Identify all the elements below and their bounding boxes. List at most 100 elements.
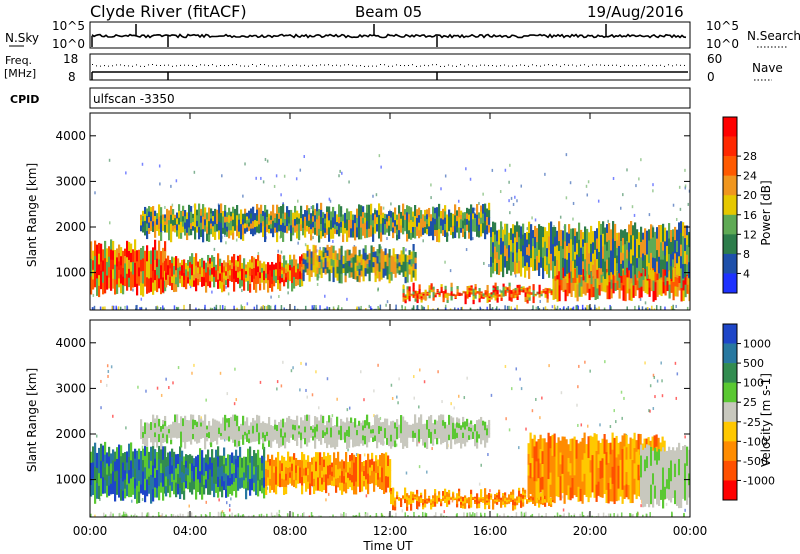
velocity-cell bbox=[370, 433, 373, 438]
nave-dot bbox=[140, 65, 141, 67]
nave-dot bbox=[448, 64, 449, 66]
power-cell bbox=[386, 272, 389, 280]
power-cell bbox=[360, 216, 363, 229]
power-cell bbox=[574, 228, 577, 237]
power-cell bbox=[280, 231, 283, 238]
power-cell bbox=[390, 210, 393, 219]
power-cell bbox=[224, 222, 227, 229]
nave-dot bbox=[124, 65, 125, 67]
power-cell bbox=[480, 294, 483, 296]
velocity-cell bbox=[357, 453, 360, 465]
velocity-cell bbox=[444, 428, 447, 436]
power-cell bbox=[426, 229, 429, 235]
power-speckle bbox=[125, 171, 127, 175]
power-cell bbox=[526, 254, 529, 264]
power-cell bbox=[528, 294, 531, 298]
velocity-cell bbox=[332, 436, 335, 443]
power-cell bbox=[258, 207, 261, 217]
velocity-cell bbox=[313, 471, 316, 480]
power-cell bbox=[576, 284, 579, 302]
power-cell bbox=[404, 225, 407, 232]
power-cell bbox=[396, 224, 399, 231]
power-cell bbox=[680, 256, 683, 269]
power-cell bbox=[550, 293, 553, 296]
power-speckle bbox=[297, 241, 299, 245]
velocity-clutter bbox=[219, 512, 222, 517]
nave-dot bbox=[608, 64, 609, 66]
power-cell bbox=[626, 240, 629, 251]
nave-dot bbox=[216, 65, 217, 67]
velocity-clutter bbox=[165, 514, 167, 517]
velocity-cell bbox=[385, 484, 388, 493]
power-cell bbox=[434, 229, 437, 237]
velocity-cell bbox=[368, 422, 371, 430]
velocity-cell bbox=[418, 429, 421, 436]
power-cell bbox=[528, 255, 531, 268]
power-cell bbox=[114, 279, 117, 295]
power-cell bbox=[254, 213, 257, 221]
velocity-clutter bbox=[503, 513, 505, 517]
power-cell bbox=[173, 257, 176, 267]
power-cell bbox=[606, 259, 609, 269]
power-cell bbox=[142, 216, 145, 222]
power-cell bbox=[632, 255, 635, 267]
power-cell bbox=[420, 298, 423, 301]
velocity-cell bbox=[239, 467, 242, 479]
power-cell bbox=[220, 213, 223, 224]
power-clutter bbox=[92, 307, 94, 310]
power-cell bbox=[514, 237, 517, 251]
power-cell bbox=[334, 268, 337, 278]
power-speckle bbox=[520, 184, 523, 188]
power-cell bbox=[267, 286, 270, 293]
power-cell bbox=[666, 281, 669, 292]
velocity-cell bbox=[251, 478, 254, 491]
power-cell bbox=[322, 247, 325, 253]
velocity-cell bbox=[378, 433, 381, 443]
power-cell bbox=[510, 290, 513, 295]
velocity-cell bbox=[140, 450, 143, 460]
power-cell bbox=[356, 260, 359, 267]
power-cell bbox=[590, 261, 593, 272]
velocity-cell bbox=[164, 421, 167, 427]
velocity-cell bbox=[179, 488, 182, 499]
velocity-cell bbox=[350, 422, 353, 429]
power-cell bbox=[152, 270, 155, 284]
velocity-cell bbox=[170, 432, 173, 437]
velocity-cell bbox=[398, 497, 401, 500]
power-cell bbox=[642, 269, 645, 281]
power-cell bbox=[672, 264, 675, 283]
power-cell bbox=[199, 266, 202, 275]
power-cell bbox=[560, 245, 563, 263]
power-cell bbox=[558, 231, 561, 242]
nave-dot bbox=[268, 65, 269, 67]
power-cell bbox=[374, 269, 377, 277]
power-speckle bbox=[422, 239, 424, 243]
power-cell bbox=[464, 231, 467, 239]
velocity-cell bbox=[179, 477, 182, 489]
power-clutter bbox=[177, 306, 180, 310]
power-cell bbox=[438, 291, 441, 294]
power-cell bbox=[448, 293, 451, 295]
power-cell bbox=[662, 223, 665, 234]
velocity-cell bbox=[214, 436, 217, 441]
power-cell bbox=[412, 244, 415, 252]
power-cell bbox=[574, 282, 577, 298]
nave-dot bbox=[620, 65, 621, 67]
velocity-cell bbox=[374, 420, 377, 426]
power-ytick-label: 3000 bbox=[55, 174, 86, 188]
power-cell bbox=[672, 244, 675, 253]
velocity-cell bbox=[486, 428, 489, 433]
power-clutter bbox=[253, 306, 256, 310]
velocity-cell bbox=[94, 491, 97, 504]
velocity-speckle bbox=[306, 395, 308, 399]
power-cell bbox=[666, 230, 669, 247]
power-cell bbox=[384, 218, 387, 225]
velocity-cell bbox=[146, 463, 149, 480]
power-cell bbox=[314, 221, 317, 229]
velocity-cell bbox=[172, 425, 175, 430]
velocity-clutter bbox=[286, 513, 289, 517]
velocity-cell bbox=[392, 496, 395, 502]
power-cell bbox=[100, 243, 103, 254]
power-cell bbox=[564, 224, 567, 242]
velocity-cell bbox=[315, 471, 318, 482]
